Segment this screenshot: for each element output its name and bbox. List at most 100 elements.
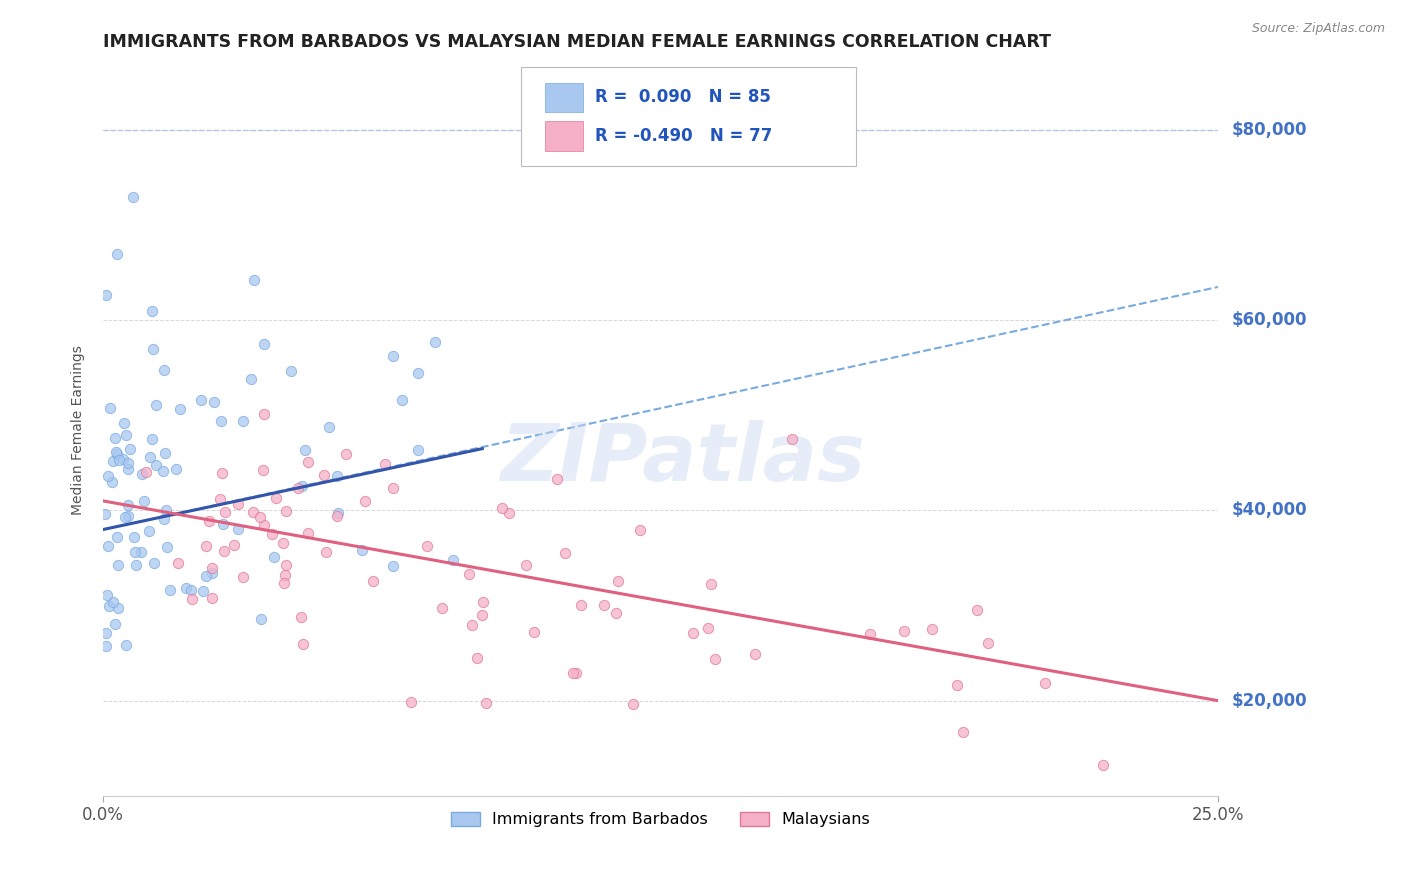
Point [287,482,309,496]
Point [966,602,988,616]
Point [290,610,312,624]
Point [115,427,138,442]
Point [94,288,117,302]
Point [326,469,349,483]
Point [124,545,146,559]
Point [621,697,644,711]
Point [465,651,488,665]
Point [471,607,494,622]
Point [441,552,464,566]
Point [105,447,128,461]
Point [350,542,373,557]
Point [159,582,181,597]
Point [335,447,357,461]
Point [569,598,592,612]
Point [561,666,583,681]
Y-axis label: Median Female Earnings: Median Female Earnings [72,344,86,515]
Point [565,666,588,681]
Point [117,498,139,512]
Point [121,189,143,203]
Point [224,538,246,552]
Point [547,472,569,486]
Point [893,624,915,638]
FancyBboxPatch shape [544,83,582,112]
Point [326,506,349,520]
Text: IMMIGRANTS FROM BARBADOS VS MALAYSIAN MEDIAN FEMALE EARNINGS CORRELATION CHART: IMMIGRANTS FROM BARBADOS VS MALAYSIAN ME… [103,33,1052,51]
Point [491,500,513,515]
Point [593,599,616,613]
Point [209,414,232,428]
FancyBboxPatch shape [544,121,582,151]
Point [167,556,190,570]
Point [195,569,218,583]
Point [280,364,302,378]
Point [211,517,233,532]
Point [117,456,139,470]
Point [155,502,177,516]
Point [104,444,127,458]
Point [382,350,405,364]
Point [374,458,396,472]
Point [97,468,120,483]
Point [181,592,204,607]
Point [104,616,127,631]
Point [406,442,429,457]
Point [515,558,537,573]
Point [197,514,219,528]
Point [416,539,439,553]
Point [201,566,224,580]
Point [214,505,236,519]
Point [1033,676,1056,690]
Point [142,556,165,570]
Point [326,508,349,523]
Legend: Immigrants from Barbados, Malaysians: Immigrants from Barbados, Malaysians [443,804,879,835]
Point [138,524,160,539]
Point [363,574,385,588]
Point [682,626,704,640]
Point [153,363,176,377]
Point [273,576,295,591]
Point [354,493,377,508]
Point [96,588,118,602]
Point [114,416,136,430]
Point [226,497,249,511]
Point [169,401,191,416]
Point [382,559,405,574]
Point [253,407,276,421]
Point [142,342,165,356]
Point [605,606,627,620]
Point [291,479,314,493]
Point [315,545,337,559]
Point [263,550,285,565]
Text: Source: ZipAtlas.com: Source: ZipAtlas.com [1251,22,1385,36]
Point [145,398,167,412]
Point [406,366,429,380]
Point [135,465,157,479]
Point [260,526,283,541]
Point [859,626,882,640]
Point [96,626,118,640]
Point [107,601,129,615]
Point [1091,758,1114,772]
Point [264,491,287,505]
Text: $80,000: $80,000 [1232,121,1306,139]
Point [297,526,319,541]
Point [112,452,135,467]
Point [294,443,316,458]
Point [232,413,254,427]
Point [921,622,943,636]
Point [115,638,138,652]
Point [202,395,225,409]
Point [117,462,139,476]
Point [118,442,141,456]
Text: $60,000: $60,000 [1232,311,1306,329]
Point [250,612,273,626]
Point [93,507,115,521]
Point [211,467,233,481]
Point [314,468,336,483]
Point [101,475,124,489]
Point [977,636,1000,650]
Point [696,621,718,635]
Point [212,544,235,558]
Text: $20,000: $20,000 [1232,691,1308,710]
